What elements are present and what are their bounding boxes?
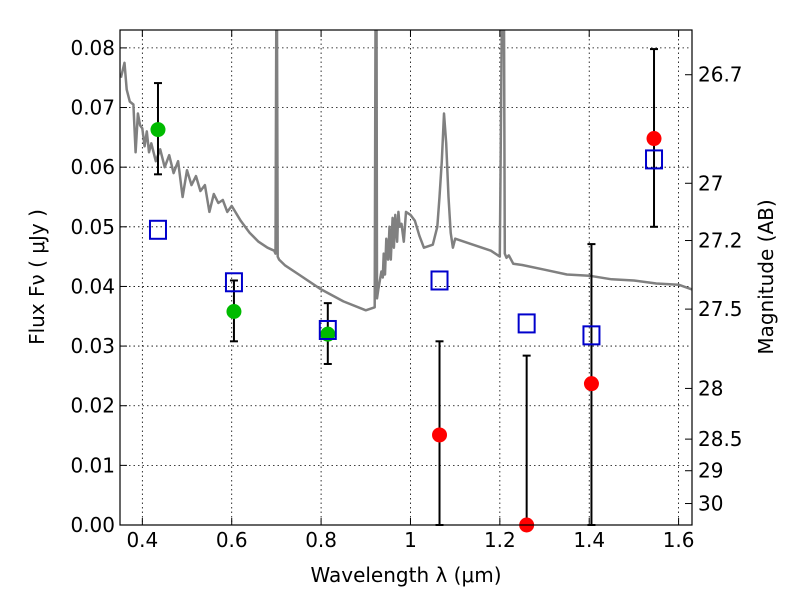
grid <box>120 30 692 526</box>
x-tick-label: 0.6 <box>216 528 248 552</box>
mag-tick-label: 29 <box>698 459 723 483</box>
model-photometry-square <box>645 149 664 170</box>
y-tick-label: 0.04 <box>70 274 115 298</box>
x-tick-label: 1.2 <box>484 528 516 552</box>
spectrum-line <box>120 30 692 312</box>
y-tick-label: 0.05 <box>70 215 115 239</box>
y-tick-label: 0.06 <box>70 155 115 179</box>
x-tick-label: 0.8 <box>305 528 337 552</box>
model-photometry-square <box>148 219 167 240</box>
red-flux-point <box>583 376 599 392</box>
mag-tick-label: 27.2 <box>698 229 743 253</box>
y-tick-label: 0.02 <box>70 394 115 418</box>
y-tick-label: 0.00 <box>70 513 115 537</box>
y-tick-label: 0.07 <box>70 96 115 120</box>
y-tick-label: 0.08 <box>70 36 115 60</box>
model-photometry-square <box>224 272 243 293</box>
ticks: 0.4 0.6 0.8 1 1.2 1.4 1.6 0.00 0.01 0.02 0.03 0.04 0… <box>70 30 743 552</box>
mag-tick-label: 28 <box>698 376 723 400</box>
y-tick-label: 0.03 <box>70 334 115 358</box>
green-flux-point <box>150 122 166 138</box>
x-tick-label: 0.4 <box>126 528 158 552</box>
mag-tick-label: 28.5 <box>698 427 743 451</box>
green-flux-point <box>320 326 336 342</box>
model-photometry-square <box>517 313 536 334</box>
green-flux-point <box>226 303 242 319</box>
y-tick-label: 0.01 <box>70 453 115 477</box>
mag-tick-label: 27.5 <box>698 297 743 321</box>
x-tick-label: 1 <box>404 528 417 552</box>
x-axis-label: Wavelength λ (μm) <box>310 563 501 587</box>
model-photometry-square <box>582 325 601 346</box>
y-axis-label: Flux Fν ( μJy ) <box>25 209 49 345</box>
plot-area <box>120 30 692 312</box>
mag-tick-label: 27 <box>698 171 723 195</box>
model-photometry-square <box>430 270 449 291</box>
mag-tick-label: 26.7 <box>698 63 743 87</box>
model-photometry-square <box>318 319 337 340</box>
plot-frame <box>119 29 693 526</box>
x-tick-label: 1.6 <box>663 528 695 552</box>
right-y-axis-label: Magnitude (AB) <box>754 199 778 354</box>
markers <box>148 48 664 533</box>
mag-tick-label: 30 <box>698 492 723 516</box>
red-flux-point <box>432 427 448 443</box>
red-flux-point <box>646 131 662 147</box>
x-tick-label: 1.4 <box>573 528 605 552</box>
